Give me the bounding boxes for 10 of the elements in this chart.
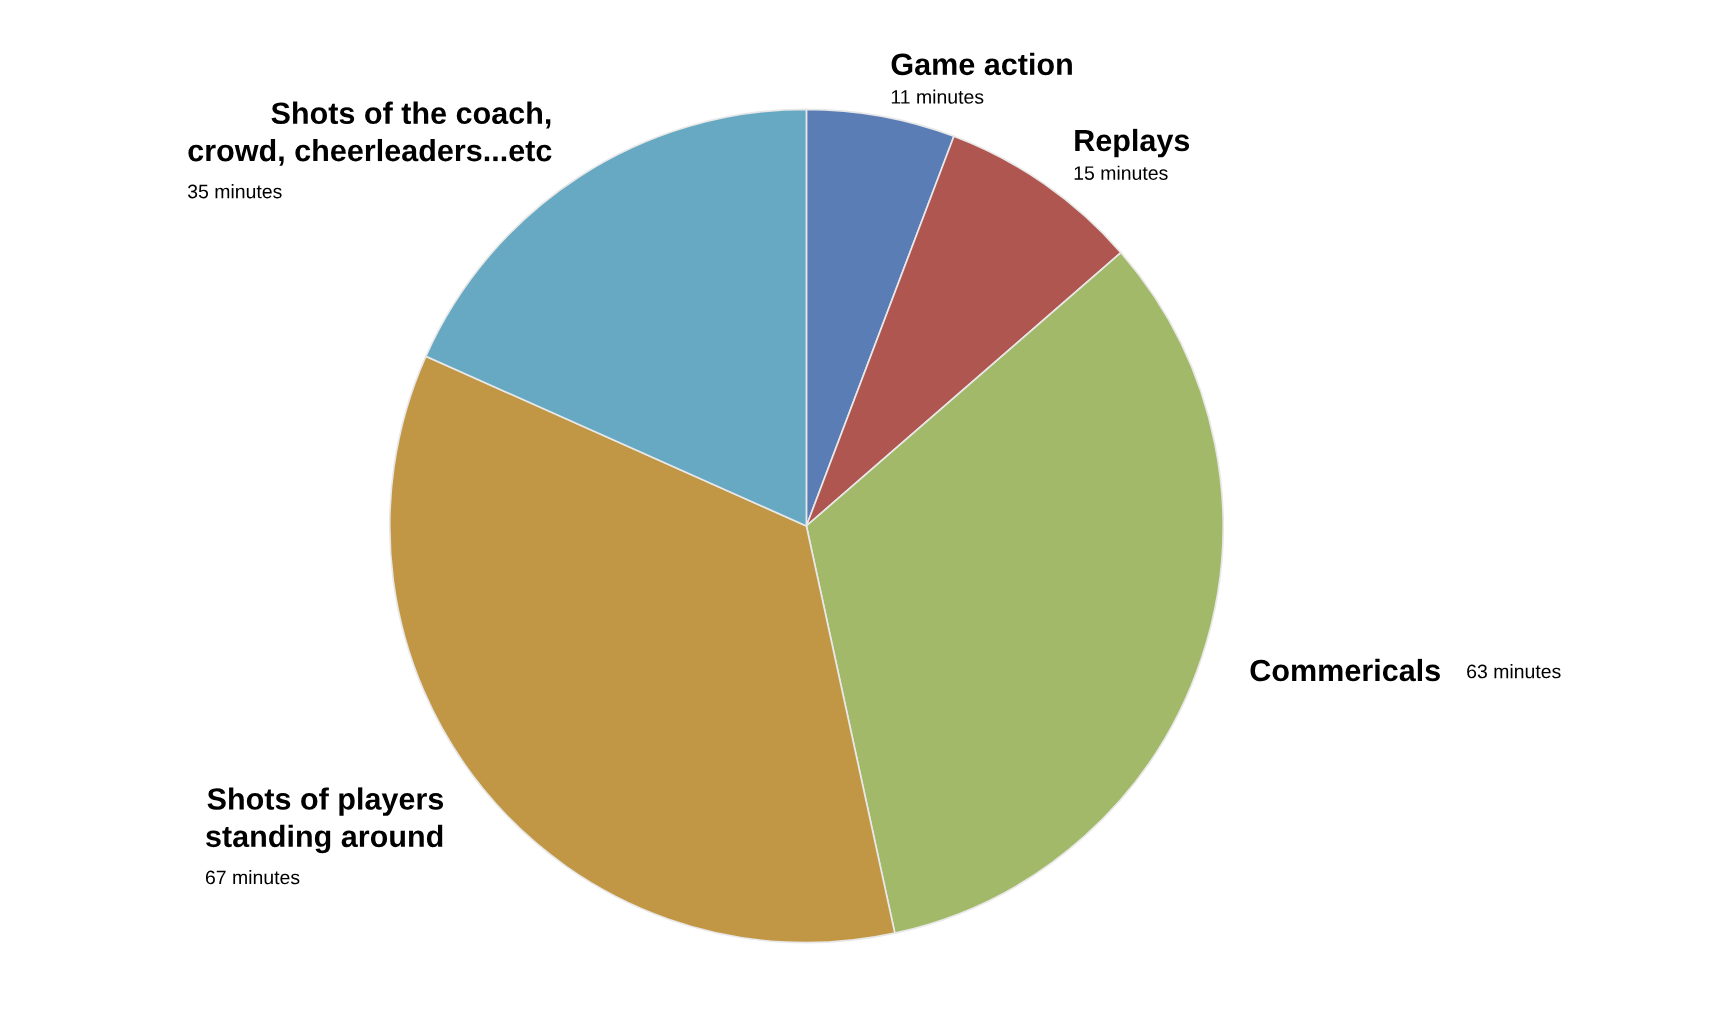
slice-label: Commericals — [1250, 658, 1440, 682]
data-label: 67 minutes — [205, 870, 300, 885]
slice-label: Game action — [891, 52, 1072, 76]
data-label: 63 minutes — [1467, 664, 1561, 679]
slice-label: Shots of the coach, crowd, cheerleaders...etc — [188, 101, 552, 166]
data-label: 11 minutes — [891, 89, 984, 104]
slice-label: Shots of players standing around — [206, 787, 444, 854]
data-label: 35 minutes — [187, 184, 282, 199]
data-label: 15 minutes — [1074, 165, 1168, 180]
slice-label: Replays — [1075, 128, 1190, 158]
